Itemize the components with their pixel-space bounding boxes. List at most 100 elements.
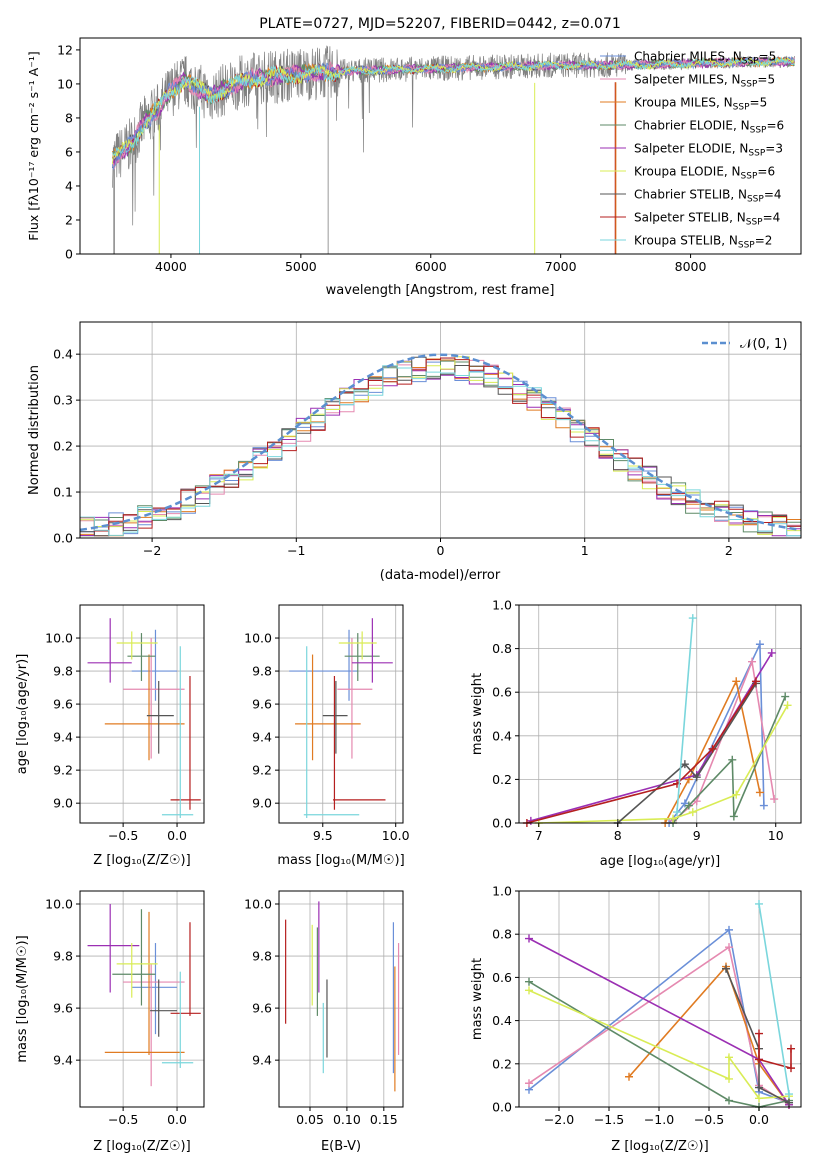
mass-weight-marker xyxy=(688,808,697,817)
mass-weight-marker xyxy=(785,1090,793,1099)
y-tick-label: 0.0 xyxy=(492,1100,512,1115)
legend-value: =4 xyxy=(764,188,782,202)
weight-vs-age-lines xyxy=(522,614,792,827)
model-fit-line xyxy=(112,55,795,171)
y-tick-label: 12 xyxy=(57,42,73,57)
model-fit-line xyxy=(112,57,795,164)
x-tick-label: 10 xyxy=(768,828,784,843)
spectrum-panel: PLATE=0727, MJD=52207, FIBERID=0442, z=0… xyxy=(26,16,802,298)
x-tick-label: 6000 xyxy=(415,259,447,274)
mass-weight-line xyxy=(526,680,757,824)
mass-weight-marker xyxy=(748,657,757,666)
legend-label: Kroupa ELODIE, NSSP=6 xyxy=(634,165,775,182)
x-tick-label: 9 xyxy=(693,828,701,843)
mass-vs-z-ticks: −0.5 0.0 9.4 9.6 9.8 10.0 xyxy=(45,897,187,1127)
mass-vs-z-errorbars xyxy=(87,904,201,1087)
y-tick-label: 0 xyxy=(65,247,73,262)
y-tick-label: 0.4 xyxy=(492,1013,512,1028)
legend-value: =6 xyxy=(766,119,784,133)
y-tick-label: 9.2 xyxy=(252,763,272,778)
mass-weight-marker xyxy=(525,934,533,943)
weight-vs-age-xlabel: age [log₁₀(age/yr)] xyxy=(600,854,721,869)
y-tick-label: 9.2 xyxy=(53,763,73,778)
age-vs-mass-errorbars xyxy=(289,618,393,819)
model-fit-line xyxy=(112,56,795,157)
mass-weight-marker xyxy=(755,899,763,908)
mass-vs-ebv-frame xyxy=(278,890,404,1108)
legend-subscript: SSP xyxy=(741,172,758,182)
legend-value: =3 xyxy=(765,142,783,156)
mass-weight-marker xyxy=(732,790,741,799)
x-tick-label: 7 xyxy=(535,828,543,843)
mass-weight-marker xyxy=(725,1053,733,1062)
x-tick-label: −2.0 xyxy=(544,1112,574,1127)
x-tick-label: 9.5 xyxy=(313,828,333,843)
mass-weight-line xyxy=(664,678,761,824)
mass-weight-marker xyxy=(725,943,733,952)
y-tick-label: 9.6 xyxy=(252,697,272,712)
x-tick-label: 2 xyxy=(725,543,733,558)
mass-weight-line xyxy=(528,981,790,1108)
weight-vs-z-frame xyxy=(518,890,802,1108)
residuals-panel: −2 −1 0 1 2 0.0 0.1 0.2 0.3 0.4 (data-model)/erro… xyxy=(27,321,802,583)
mass-weight-marker xyxy=(787,1064,795,1073)
weight-vs-z-xlabel: Z [log₁₀(Z/Z☉)] xyxy=(611,1139,708,1154)
mass-weight-marker xyxy=(525,977,533,986)
mass-vs-z-frame xyxy=(79,890,205,1108)
x-tick-label: 10.0 xyxy=(382,828,410,843)
mass-vs-z-xlabel: Z [log₁₀(Z/Z☉)] xyxy=(93,1139,190,1154)
mass-vs-z-ylabel: mass [log₁₀(M/M☉)] xyxy=(15,935,30,1062)
y-tick-label: 9.0 xyxy=(252,796,272,811)
y-tick-label: 0.6 xyxy=(492,685,512,700)
mass-weight-line xyxy=(628,965,790,1106)
y-tick-label: 10.0 xyxy=(244,631,272,646)
mass-weight-marker xyxy=(783,701,792,710)
age-vs-z-errorbars xyxy=(87,618,201,819)
y-tick-label: 1.0 xyxy=(492,598,512,613)
y-tick-label: 9.4 xyxy=(252,1053,272,1068)
y-tick-label: 0.2 xyxy=(53,439,73,454)
x-tick-label: 0.05 xyxy=(296,1112,324,1127)
legend-value: =5 xyxy=(757,73,775,87)
age-vs-z-frame xyxy=(79,604,205,824)
legend-value: =2 xyxy=(755,234,773,248)
mass-weight-marker xyxy=(751,677,760,686)
mass-weight-marker xyxy=(684,801,693,810)
spectrum-legend: Chabrier MILES, NSSP=5 Salpeter MILES, NS… xyxy=(600,50,784,251)
normal-distribution-curve xyxy=(79,353,802,532)
y-tick-label: 0.6 xyxy=(492,970,512,985)
residuals-ylabel: Normed distribution xyxy=(27,365,42,495)
mass-weight-line xyxy=(758,903,790,1095)
y-tick-label: 9.4 xyxy=(53,730,73,745)
y-tick-label: 0.2 xyxy=(492,1056,512,1071)
y-tick-label: 6 xyxy=(65,144,73,159)
mass-weight-marker xyxy=(755,1029,763,1038)
x-tick-label: 8 xyxy=(614,828,622,843)
x-tick-label: 0 xyxy=(437,543,445,558)
mass-weight-marker xyxy=(759,801,768,810)
mass-vs-ebv-errorbars xyxy=(285,901,400,1092)
residuals-legend: 𝒩(0, 1) xyxy=(702,337,787,352)
weight-vs-age-ylabel: mass weight xyxy=(470,673,485,755)
y-tick-label: 0.0 xyxy=(53,531,73,546)
mass-weight-line xyxy=(758,1033,792,1070)
x-tick-label: 0.10 xyxy=(333,1112,361,1127)
y-tick-label: 0.3 xyxy=(53,393,73,408)
mass-weight-marker xyxy=(725,1096,733,1105)
age-vs-mass-ticks: 9.5 10.0 9.0 9.2 9.4 9.6 9.8 10.0 xyxy=(244,631,410,843)
legend-subscript: SSP xyxy=(750,126,767,136)
y-tick-label: 9.0 xyxy=(53,796,73,811)
mass-weight-marker xyxy=(755,640,764,649)
y-tick-label: 0.2 xyxy=(492,772,512,787)
weight-vs-age-frame xyxy=(518,604,802,824)
mass-weight-marker xyxy=(625,1072,633,1081)
mass-weight-marker xyxy=(725,1074,733,1083)
y-tick-label: 9.8 xyxy=(252,949,272,964)
mass-weight-line xyxy=(676,618,694,813)
y-tick-label: 9.8 xyxy=(53,949,73,964)
residual-histogram-step xyxy=(80,356,801,537)
y-tick-label: 9.4 xyxy=(252,730,272,745)
legend-label: Chabrier MILES, NSSP=5 xyxy=(634,50,776,67)
weight-vs-z-ylabel: mass weight xyxy=(470,958,485,1040)
age-vs-mass-grid xyxy=(279,605,403,823)
